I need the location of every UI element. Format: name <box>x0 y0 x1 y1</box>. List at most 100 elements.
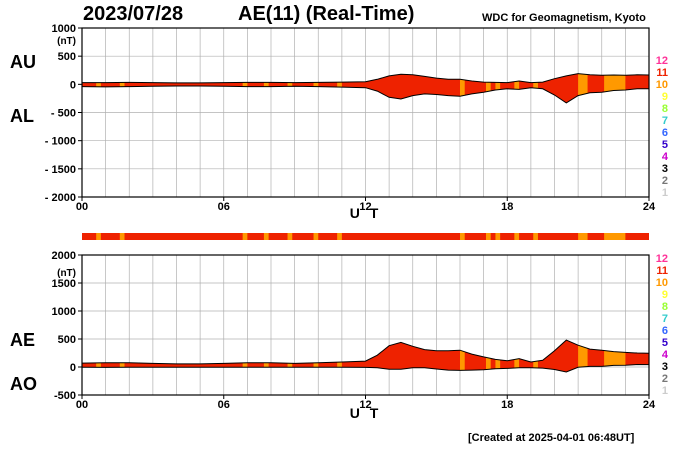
ae-ao-ytick-label: 500 <box>58 334 76 346</box>
ae-ao-band-fill <box>82 340 649 372</box>
au-al-station-count-legend: 3 <box>662 163 668 175</box>
au-al-ytick-label: - 2000 <box>45 192 76 204</box>
station-coverage-segment <box>533 233 538 240</box>
created-timestamp: [Created at 2025-04-01 06:48UT] <box>468 432 635 444</box>
au-al-ytick-label: - 1500 <box>45 164 76 176</box>
au-al-station-count-legend: 9 <box>662 91 668 103</box>
plot-date: 2023/07/28 <box>83 3 184 25</box>
au-al-station-count-legend: 5 <box>662 139 668 151</box>
ae-ao-station-count-legend: 10 <box>656 277 668 289</box>
ae-ao-station-count-legend: 12 <box>656 253 668 265</box>
au-al-ytick-label: 1000 <box>52 23 76 35</box>
ae-ao-band-orange <box>263 340 269 372</box>
al-series-label: AL <box>10 106 34 126</box>
ae-ao-ytick-label: 0 <box>70 362 76 374</box>
station-coverage-segment <box>495 233 501 240</box>
ae-ao-band-orange <box>313 340 319 372</box>
ae-ao-band-orange <box>337 340 342 372</box>
ae-ao-station-count-legend: 5 <box>662 337 668 349</box>
ae-ao-station-count-legend: 11 <box>656 265 668 277</box>
au-series-label: AU <box>10 52 36 72</box>
ae-ao-station-count-legend: 8 <box>662 301 668 313</box>
au-al-ytick-label: 0 <box>70 79 76 91</box>
station-coverage-bar <box>82 233 649 240</box>
ae-ao-xtick-label: 06 <box>218 399 230 411</box>
ae-ao-xtick-label: 00 <box>76 399 88 411</box>
ae-series-label: AE <box>10 330 35 350</box>
station-coverage-segment <box>460 233 465 240</box>
station-coverage-segment <box>263 233 269 240</box>
ae-ao-ytick-label: 1000 <box>52 306 76 318</box>
al-line <box>81 85 649 104</box>
au-al-ytick-label: 500 <box>58 51 76 63</box>
ae-ao-station-count-legend: 1 <box>662 385 668 397</box>
station-coverage-segment <box>514 233 520 240</box>
station-coverage-segment <box>313 233 319 240</box>
data-source-label: WDC for Geomagnetism, Kyoto <box>482 12 646 24</box>
au-al-station-count-legend: 11 <box>656 67 668 79</box>
au-al-unit-label: (nT) <box>57 36 76 47</box>
au-al-station-count-legend: 12 <box>656 55 668 67</box>
station-coverage-segment <box>485 233 491 240</box>
au-al-xtick-label: 24 <box>643 201 656 213</box>
au-al-xtick-label: 12 <box>359 201 371 213</box>
au-al-band-orange <box>578 73 588 103</box>
ae-ao-station-count-legend: 2 <box>662 373 668 385</box>
ao-line <box>81 363 650 373</box>
ae-ao-station-count-legend: 9 <box>662 289 668 301</box>
ae-ao-xtick-label: 24 <box>643 399 656 411</box>
station-coverage-segment <box>287 233 293 240</box>
ae-ao-station-count-legend: 6 <box>662 325 668 337</box>
ae-ao-band-orange <box>604 340 626 372</box>
au-line <box>82 73 650 84</box>
ae-ao-station-count-legend: 4 <box>662 349 669 361</box>
ae-ao-ytick-label: -500 <box>54 390 76 402</box>
ae-ao-xtick-label: 18 <box>501 399 513 411</box>
au-al-station-count-legend: 10 <box>656 79 668 91</box>
au-al-xtick-label: 00 <box>76 201 88 213</box>
ae-ao-ytick-label: 1500 <box>52 278 76 290</box>
ae-ao-band-orange <box>96 340 101 372</box>
au-al-station-count-legend: 2 <box>662 175 668 187</box>
au-al-station-count-legend: 4 <box>662 151 669 163</box>
ae-ao-station-count-legend: 3 <box>662 361 668 373</box>
ao-series-label: AO <box>10 374 37 394</box>
ae-ao-station-count-legend: 7 <box>662 313 668 325</box>
au-al-ytick-label: - 500 <box>51 108 76 120</box>
station-coverage-segment <box>96 233 101 240</box>
ae-ao-band-orange <box>287 340 293 372</box>
station-coverage-segment <box>604 233 626 240</box>
au-al-ytick-label: - 1000 <box>45 136 76 148</box>
au-al-band-fill <box>82 73 649 103</box>
au-al-band-orange <box>514 73 520 103</box>
ae-ao-band-orange <box>242 340 248 372</box>
ae-ao-xtick-label: 12 <box>359 399 371 411</box>
ae-ao-ytick-label: 2000 <box>52 250 76 262</box>
ae-ao-xaxis-label: U T <box>350 405 382 421</box>
station-coverage-segment <box>337 233 342 240</box>
au-al-xtick-label: 06 <box>218 201 230 213</box>
station-coverage-segment <box>242 233 248 240</box>
au-al-station-count-legend: 8 <box>662 103 668 115</box>
au-al-xtick-label: 18 <box>501 201 513 213</box>
au-al-band-orange <box>460 73 465 103</box>
station-coverage-segment <box>578 233 588 240</box>
au-al-xaxis-label: U T <box>350 205 382 221</box>
au-al-station-count-legend: 1 <box>662 187 668 199</box>
ae-ao-band-orange <box>578 340 588 372</box>
ae-ao-band-orange <box>495 340 501 372</box>
ae-ao-band-orange <box>485 340 491 372</box>
ae-ao-band-orange <box>514 340 520 372</box>
plot-title: AE(11) (Real-Time) <box>238 3 415 25</box>
au-al-station-count-legend: 7 <box>662 115 668 127</box>
ae-ao-band-orange <box>119 340 125 372</box>
ae-ao-unit-label: (nT) <box>57 268 76 279</box>
ae-ao-band-orange <box>460 340 465 372</box>
au-al-band-orange <box>485 73 491 103</box>
ae-line <box>81 339 650 365</box>
au-al-station-count-legend: 6 <box>662 127 668 139</box>
station-coverage-segment <box>119 233 125 240</box>
au-al-band-orange <box>495 73 501 103</box>
